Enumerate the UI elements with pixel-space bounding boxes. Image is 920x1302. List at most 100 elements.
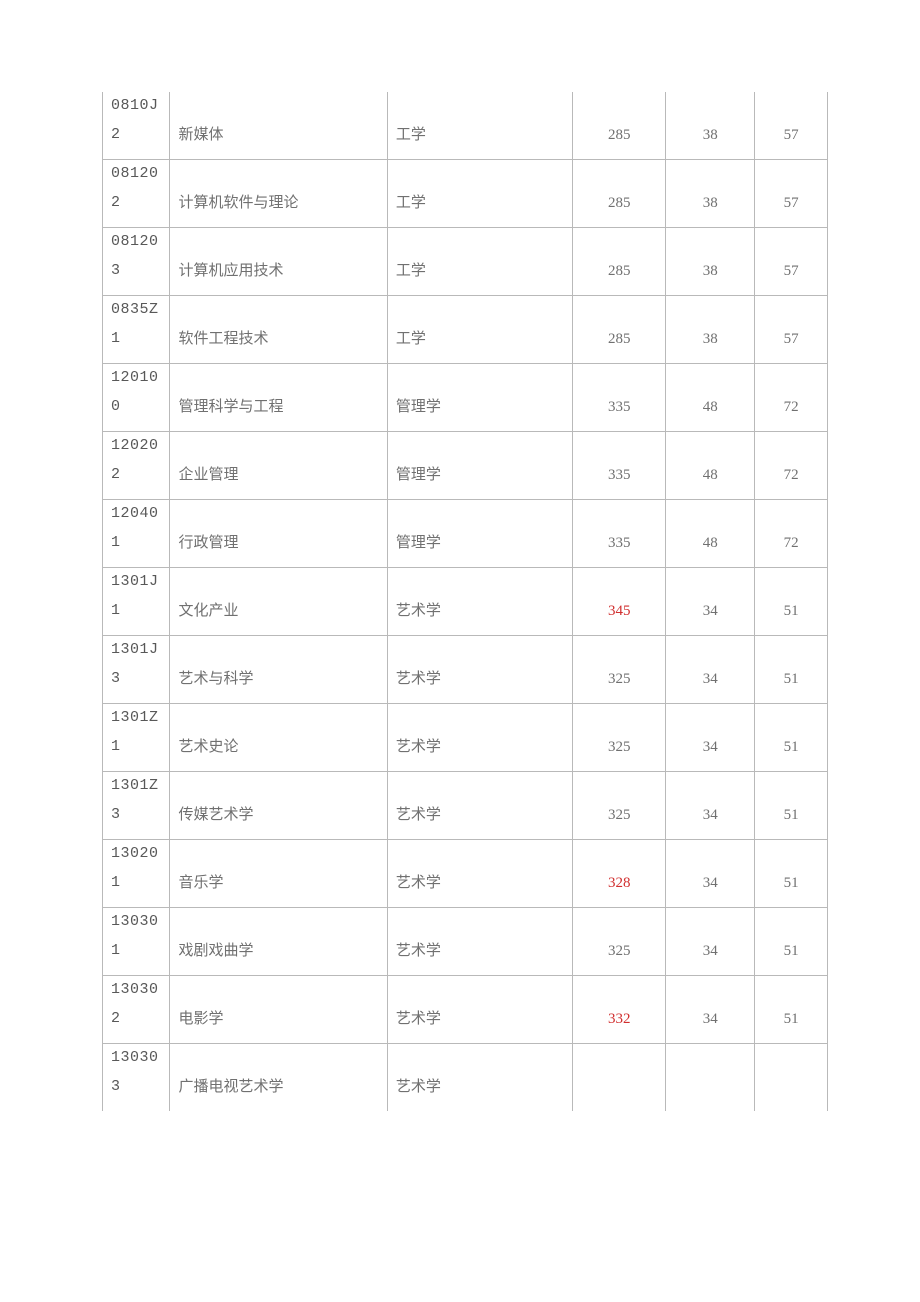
score-sub1-cell: 48	[666, 432, 755, 500]
score-sub2-cell: 51	[755, 908, 828, 976]
score-total-cell: 325	[573, 772, 666, 840]
category-cell: 管理学	[387, 432, 572, 500]
score-total-cell: 345	[573, 568, 666, 636]
score-sub1-cell: 34	[666, 772, 755, 840]
score-sub2-cell: 57	[755, 228, 828, 296]
category-cell: 艺术学	[387, 568, 572, 636]
score-sub2-cell: 72	[755, 500, 828, 568]
code-cell: 0810J2	[103, 92, 170, 160]
category-cell: 工学	[387, 92, 572, 160]
score-total-cell	[573, 1044, 666, 1112]
category-cell: 管理学	[387, 364, 572, 432]
score-sub2-cell: 57	[755, 160, 828, 228]
score-total-cell: 332	[573, 976, 666, 1044]
score-sub2-cell: 57	[755, 296, 828, 364]
score-total-cell: 285	[573, 160, 666, 228]
table-row: 1301J1文化产业艺术学3453451	[103, 568, 828, 636]
table-row: 1301J3艺术与科学艺术学3253451	[103, 636, 828, 704]
score-total-cell: 328	[573, 840, 666, 908]
document-page: 0810J2新媒体工学2853857081202计算机软件与理论工学285385…	[0, 0, 920, 1302]
score-sub1-cell: 34	[666, 704, 755, 772]
table-row: 081202计算机软件与理论工学2853857	[103, 160, 828, 228]
name-cell: 艺术与科学	[170, 636, 387, 704]
category-cell: 艺术学	[387, 976, 572, 1044]
score-sub1-cell: 38	[666, 92, 755, 160]
score-sub2-cell: 51	[755, 976, 828, 1044]
code-cell: 120100	[103, 364, 170, 432]
score-total-cell: 335	[573, 432, 666, 500]
score-total-cell: 335	[573, 500, 666, 568]
score-sub1-cell: 34	[666, 636, 755, 704]
code-cell: 081203	[103, 228, 170, 296]
table-row: 120401行政管理管理学3354872	[103, 500, 828, 568]
table-row: 0835Z1软件工程技术工学2853857	[103, 296, 828, 364]
code-cell: 130303	[103, 1044, 170, 1112]
score-total-cell: 285	[573, 228, 666, 296]
score-sub2-cell: 51	[755, 568, 828, 636]
score-sub2-cell: 57	[755, 92, 828, 160]
name-cell: 戏剧戏曲学	[170, 908, 387, 976]
name-cell: 文化产业	[170, 568, 387, 636]
category-cell: 艺术学	[387, 636, 572, 704]
score-table: 0810J2新媒体工学2853857081202计算机软件与理论工学285385…	[102, 92, 828, 1111]
score-total-cell: 325	[573, 636, 666, 704]
table-row: 1301Z1艺术史论艺术学3253451	[103, 704, 828, 772]
score-sub1-cell: 34	[666, 840, 755, 908]
score-sub1-cell	[666, 1044, 755, 1112]
score-total-cell: 325	[573, 704, 666, 772]
score-sub2-cell: 51	[755, 772, 828, 840]
score-sub1-cell: 34	[666, 568, 755, 636]
category-cell: 工学	[387, 296, 572, 364]
name-cell: 艺术史论	[170, 704, 387, 772]
table-row: 130301戏剧戏曲学艺术学3253451	[103, 908, 828, 976]
name-cell: 广播电视艺术学	[170, 1044, 387, 1112]
score-sub1-cell: 34	[666, 976, 755, 1044]
code-cell: 1301J1	[103, 568, 170, 636]
score-sub1-cell: 48	[666, 364, 755, 432]
code-cell: 120401	[103, 500, 170, 568]
category-cell: 艺术学	[387, 704, 572, 772]
category-cell: 管理学	[387, 500, 572, 568]
table-row: 0810J2新媒体工学2853857	[103, 92, 828, 160]
score-total-cell: 335	[573, 364, 666, 432]
category-cell: 艺术学	[387, 772, 572, 840]
category-cell: 艺术学	[387, 840, 572, 908]
category-cell: 工学	[387, 160, 572, 228]
name-cell: 管理科学与工程	[170, 364, 387, 432]
name-cell: 软件工程技术	[170, 296, 387, 364]
score-total-cell: 285	[573, 92, 666, 160]
code-cell: 1301J3	[103, 636, 170, 704]
code-cell: 130201	[103, 840, 170, 908]
code-cell: 120202	[103, 432, 170, 500]
score-sub2-cell: 51	[755, 636, 828, 704]
score-sub2-cell	[755, 1044, 828, 1112]
code-cell: 130302	[103, 976, 170, 1044]
score-sub1-cell: 38	[666, 160, 755, 228]
score-sub2-cell: 72	[755, 432, 828, 500]
table-row: 081203计算机应用技术工学2853857	[103, 228, 828, 296]
code-cell: 0835Z1	[103, 296, 170, 364]
table-row: 120100管理科学与工程管理学3354872	[103, 364, 828, 432]
category-cell: 工学	[387, 228, 572, 296]
score-total-cell: 285	[573, 296, 666, 364]
score-sub1-cell: 38	[666, 228, 755, 296]
table-row: 120202企业管理管理学3354872	[103, 432, 828, 500]
score-sub2-cell: 51	[755, 840, 828, 908]
name-cell: 计算机应用技术	[170, 228, 387, 296]
name-cell: 电影学	[170, 976, 387, 1044]
code-cell: 081202	[103, 160, 170, 228]
code-cell: 1301Z3	[103, 772, 170, 840]
score-sub1-cell: 48	[666, 500, 755, 568]
name-cell: 计算机软件与理论	[170, 160, 387, 228]
score-sub1-cell: 34	[666, 908, 755, 976]
table-row: 130302电影学艺术学3323451	[103, 976, 828, 1044]
code-cell: 1301Z1	[103, 704, 170, 772]
name-cell: 传媒艺术学	[170, 772, 387, 840]
score-sub1-cell: 38	[666, 296, 755, 364]
table-row: 130201音乐学艺术学3283451	[103, 840, 828, 908]
code-cell: 130301	[103, 908, 170, 976]
name-cell: 新媒体	[170, 92, 387, 160]
name-cell: 音乐学	[170, 840, 387, 908]
category-cell: 艺术学	[387, 1044, 572, 1112]
name-cell: 企业管理	[170, 432, 387, 500]
